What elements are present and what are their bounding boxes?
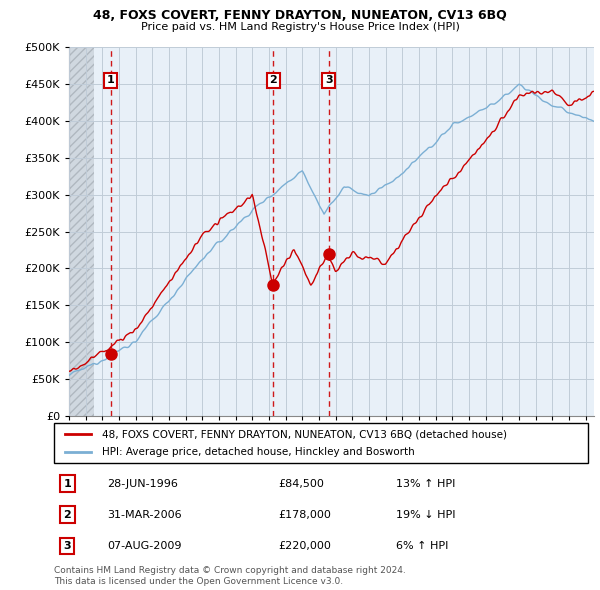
Text: 48, FOXS COVERT, FENNY DRAYTON, NUNEATON, CV13 6BQ: 48, FOXS COVERT, FENNY DRAYTON, NUNEATON… [93, 9, 507, 22]
Text: 19% ↓ HPI: 19% ↓ HPI [396, 510, 455, 520]
Text: Price paid vs. HM Land Registry's House Price Index (HPI): Price paid vs. HM Land Registry's House … [140, 22, 460, 32]
Text: 3: 3 [64, 541, 71, 551]
Text: £220,000: £220,000 [278, 541, 331, 551]
Text: 6% ↑ HPI: 6% ↑ HPI [396, 541, 448, 551]
Text: 28-JUN-1996: 28-JUN-1996 [107, 478, 178, 489]
Text: 1: 1 [107, 76, 115, 86]
Text: HPI: Average price, detached house, Hinckley and Bosworth: HPI: Average price, detached house, Hinc… [102, 447, 415, 457]
Bar [69, 47, 94, 416]
Text: 3: 3 [325, 76, 332, 86]
Text: 31-MAR-2006: 31-MAR-2006 [107, 510, 182, 520]
Text: 07-AUG-2009: 07-AUG-2009 [107, 541, 182, 551]
Text: 2: 2 [64, 510, 71, 520]
Text: 1: 1 [64, 478, 71, 489]
Text: £84,500: £84,500 [278, 478, 324, 489]
Text: 2: 2 [269, 76, 277, 86]
Text: £178,000: £178,000 [278, 510, 331, 520]
Text: 48, FOXS COVERT, FENNY DRAYTON, NUNEATON, CV13 6BQ (detached house): 48, FOXS COVERT, FENNY DRAYTON, NUNEATON… [102, 430, 507, 440]
Text: Contains HM Land Registry data © Crown copyright and database right 2024.
This d: Contains HM Land Registry data © Crown c… [54, 566, 406, 586]
FancyBboxPatch shape [54, 423, 588, 463]
Text: 13% ↑ HPI: 13% ↑ HPI [396, 478, 455, 489]
